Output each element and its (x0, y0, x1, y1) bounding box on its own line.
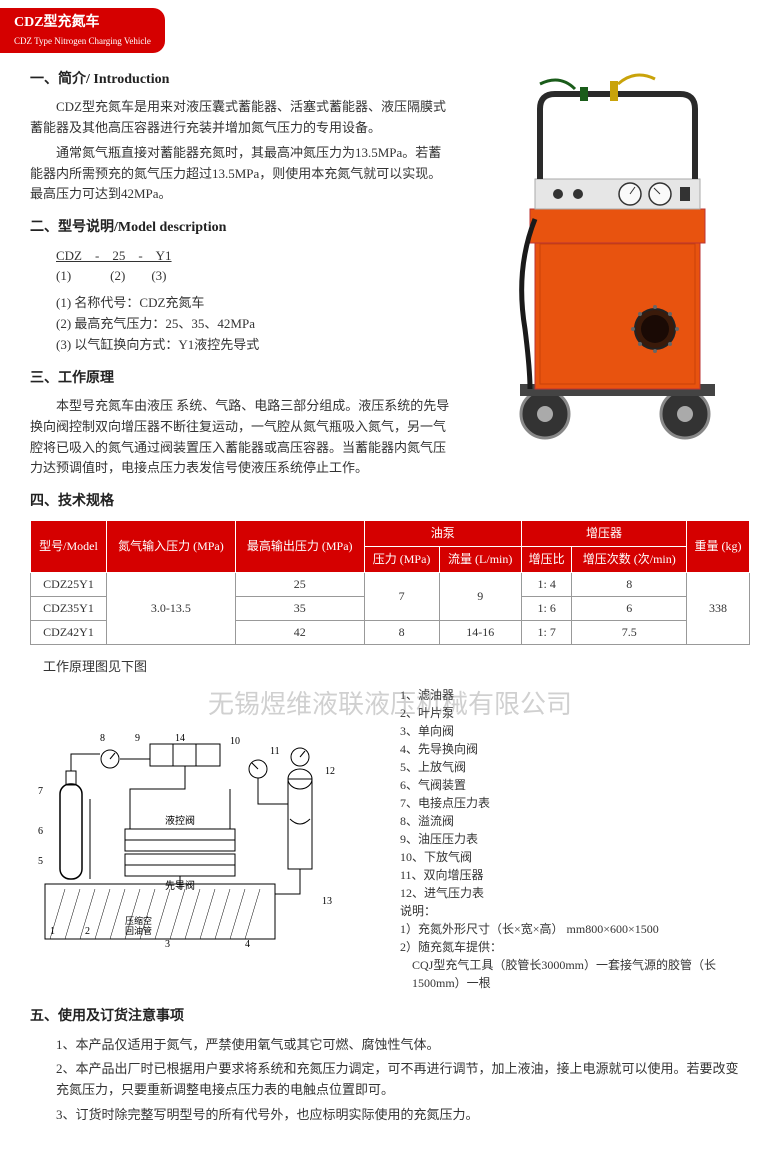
s1-title: 一、简介/ Introduction (30, 69, 450, 91)
legend-item: 2、叶片泵 (400, 704, 750, 722)
model-e3: (3) 以气缸换向方式：Y1液控先导式 (56, 335, 450, 356)
svg-text:13: 13 (322, 896, 332, 907)
legend-item: 8、溢流阀 (400, 812, 750, 830)
diagram-row: 液控阀 先导阀 压缩空 回油管 765 8914 101112 123 413 … (30, 686, 750, 992)
legend-item: 6、气阀装置 (400, 776, 750, 794)
model-e2: (2) 最高充气压力：25、35、42MPa (56, 314, 450, 335)
th-pump: 油泵 (364, 520, 521, 546)
svg-text:压缩空: 压缩空 (125, 915, 152, 926)
legend-item: 1、滤油器 (400, 686, 750, 704)
legend-n1: 1）充氮外形尺寸（长×宽×高） mm800×600×1500 (400, 920, 750, 938)
svg-text:14: 14 (175, 733, 185, 744)
principle-diagram: 液控阀 先导阀 压缩空 回油管 765 8914 101112 123 413 (30, 686, 380, 992)
svg-text:4: 4 (245, 939, 250, 950)
legend-n3: CQJ型充气工具（胶管长3000mm）一套接气源的胶管（长1500mm）一根 (412, 956, 750, 992)
s1-p1: CDZ型充氮车是用来对液压囊式蓄能器、活塞式蓄能器、液压隔膜式蓄能器及其他高压容… (30, 97, 450, 139)
legend-note-title: 说明： (400, 902, 750, 920)
legend-item: 3、单向阀 (400, 722, 750, 740)
model-e1: (1) 名称代号：CDZ充氮车 (56, 293, 450, 314)
legend-item: 7、电接点压力表 (400, 794, 750, 812)
svg-text:9: 9 (135, 733, 140, 744)
s5-title: 五、使用及订货注意事项 (30, 1006, 750, 1028)
th-out: 最高输出压力 (MPa) (235, 520, 364, 572)
table-row: CDZ25Y1 3.0-13.5 25 7 9 1: 4 8 338 (31, 572, 750, 596)
svg-text:10: 10 (230, 736, 240, 747)
legend-item: 10、下放气阀 (400, 848, 750, 866)
svg-text:6: 6 (38, 826, 43, 837)
model-line2: (1) (2) (3) (56, 266, 450, 287)
th-times: 增压次数 (次/min) (572, 546, 687, 572)
legend-n2: 2）随充氮车提供： (400, 938, 750, 956)
s3-title: 三、工作原理 (30, 368, 450, 390)
badge-cn: CDZ型充氮车 (14, 15, 100, 30)
legend-item: 5、上放气阀 (400, 758, 750, 776)
note-item: 2、本产品出厂时已根据用户要求将系统和充氮压力调定，可不再进行调节，加上液油，接… (56, 1059, 750, 1101)
legend: 1、滤油器 2、叶片泵 3、单向阀 4、先导换向阀 5、上放气阀 6、气阀装置 … (400, 686, 750, 992)
th-model: 型号/Model (31, 520, 107, 572)
svg-text:回油管: 回油管 (125, 925, 152, 936)
s4-title: 四、技术规格 (30, 491, 750, 513)
svg-text:7: 7 (38, 786, 43, 797)
intro-block: 一、简介/ Introduction CDZ型充氮车是用来对液压囊式蓄能器、活塞… (30, 69, 450, 479)
th-booster: 增压器 (521, 520, 686, 546)
th-pump-p: 压力 (MPa) (364, 546, 439, 572)
svg-text:5: 5 (38, 856, 43, 867)
spec-table: 型号/Model 氮气输入压力 (MPa) 最高输出压力 (MPa) 油泵 增压… (30, 520, 750, 646)
svg-text:8: 8 (100, 733, 105, 744)
svg-text:2: 2 (85, 926, 90, 937)
diagram-title: 工作原理图见下图 (43, 657, 750, 678)
svg-text:11: 11 (270, 746, 280, 757)
legend-item: 12、进气压力表 (400, 884, 750, 902)
content: 无锡煜维液联液压机械有限公司 (0, 69, 780, 1150)
legend-item: 4、先导换向阀 (400, 740, 750, 758)
header-badge: CDZ型充氮车 CDZ Type Nitrogen Charging Vehic… (0, 8, 165, 53)
legend-item: 11、双向增压器 (400, 866, 750, 884)
s1-p2: 通常氮气瓶直接对蓄能器充氮时，其最高冲氮压力为13.5MPa。若蓄能器内所需预充… (30, 143, 450, 205)
s2-title: 二、型号说明/Model description (30, 217, 450, 239)
svg-text:液控阀: 液控阀 (165, 814, 195, 827)
note-item: 3、订货时除完整写明型号的所有代号外，也应标明实际使用的充氮压力。 (56, 1105, 750, 1126)
badge-en: CDZ Type Nitrogen Charging Vehicle (14, 34, 151, 48)
svg-text:12: 12 (325, 766, 335, 777)
product-image (480, 69, 760, 449)
legend-item: 9、油压压力表 (400, 830, 750, 848)
th-weight: 重量 (kg) (687, 520, 750, 572)
s3-p1: 本型号充氮车由液压 系统、气路、电路三部分组成。液压系统的先导换向阀控制双向增压… (30, 396, 450, 479)
th-in: 氮气输入压力 (MPa) (107, 520, 236, 572)
svg-text:3: 3 (165, 939, 170, 950)
th-ratio: 增压比 (521, 546, 572, 572)
note-item: 1、本产品仅适用于氮气，严禁使用氧气或其它可燃、腐蚀性气体。 (56, 1035, 750, 1056)
svg-text:先导阀: 先导阀 (165, 879, 195, 892)
svg-text:1: 1 (50, 926, 55, 937)
th-pump-f: 流量 (L/min) (439, 546, 521, 572)
notes-list: 1、本产品仅适用于氮气，严禁使用氧气或其它可燃、腐蚀性气体。 2、本产品出厂时已… (30, 1035, 750, 1126)
model-line1: CDZ - 25 - Y1 (56, 246, 450, 267)
